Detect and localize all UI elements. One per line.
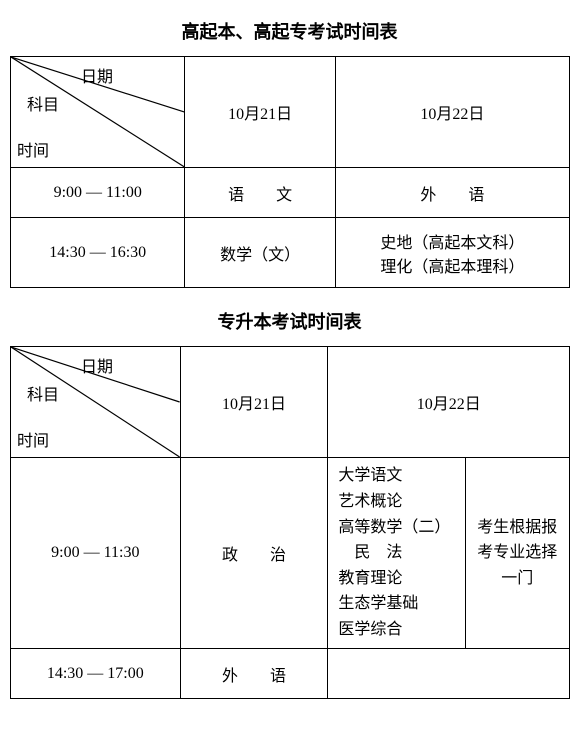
- row2-c2b: 理化（高起本理科）: [336, 253, 569, 277]
- row1-c1: 语文: [185, 168, 335, 218]
- label-time: 时间: [17, 137, 49, 161]
- col-header-1b: 10月21日: [180, 347, 328, 458]
- diag-header-cell-2: 日期 科目 时间: [11, 347, 181, 458]
- list-item: 民法: [338, 540, 464, 566]
- row2-c1: 数学（文）: [185, 218, 335, 288]
- label-subject-2: 科目: [27, 381, 59, 405]
- list-item: 生态学基础: [338, 591, 464, 617]
- row2-c2: 史地（高起本文科） 理化（高起本理科）: [335, 218, 569, 288]
- table1: 日期 科目 时间 10月21日 10月22日 9:00 — 11:00 语文 外…: [10, 56, 570, 288]
- table2-title: 专升本考试时间表: [10, 308, 569, 334]
- label-time-2: 时间: [17, 427, 49, 451]
- t2-row2-c1: 外语: [180, 649, 328, 699]
- list-item: 艺术概论: [338, 489, 464, 515]
- t2-row1-time: 9:00 — 11:30: [11, 458, 181, 649]
- label-date-2: 日期: [81, 353, 113, 377]
- col-header-1: 10月21日: [185, 57, 335, 168]
- t2-row1-list: 大学语文 艺术概论 高等数学（二） 民法 教育理论 生态学基础 医学综合: [328, 458, 465, 649]
- t2-row1-note: 考生根据报考专业选择一门: [465, 458, 569, 649]
- diag-header-cell: 日期 科目 时间: [11, 57, 185, 168]
- row2-time: 14:30 — 16:30: [11, 218, 185, 288]
- table1-title: 高起本、高起专考试时间表: [10, 18, 569, 44]
- table2: 日期 科目 时间 10月21日 10月22日 9:00 — 11:30 政治 大…: [10, 346, 570, 699]
- t2-row2-time: 14:30 — 17:00: [11, 649, 181, 699]
- t2-row2-empty: [328, 649, 570, 699]
- label-subject: 科目: [27, 91, 59, 115]
- row1-c2: 外语: [335, 168, 569, 218]
- list-item: 医学综合: [338, 617, 464, 643]
- label-date: 日期: [81, 63, 113, 87]
- list-item: 高等数学（二）: [338, 515, 464, 541]
- row2-c2a: 史地（高起本文科）: [336, 229, 569, 253]
- list-item: 大学语文: [338, 463, 464, 489]
- list-item: 教育理论: [338, 566, 464, 592]
- col-header-2: 10月22日: [335, 57, 569, 168]
- row1-time: 9:00 — 11:00: [11, 168, 185, 218]
- t2-row1-c1: 政治: [180, 458, 328, 649]
- col-header-2b: 10月22日: [328, 347, 570, 458]
